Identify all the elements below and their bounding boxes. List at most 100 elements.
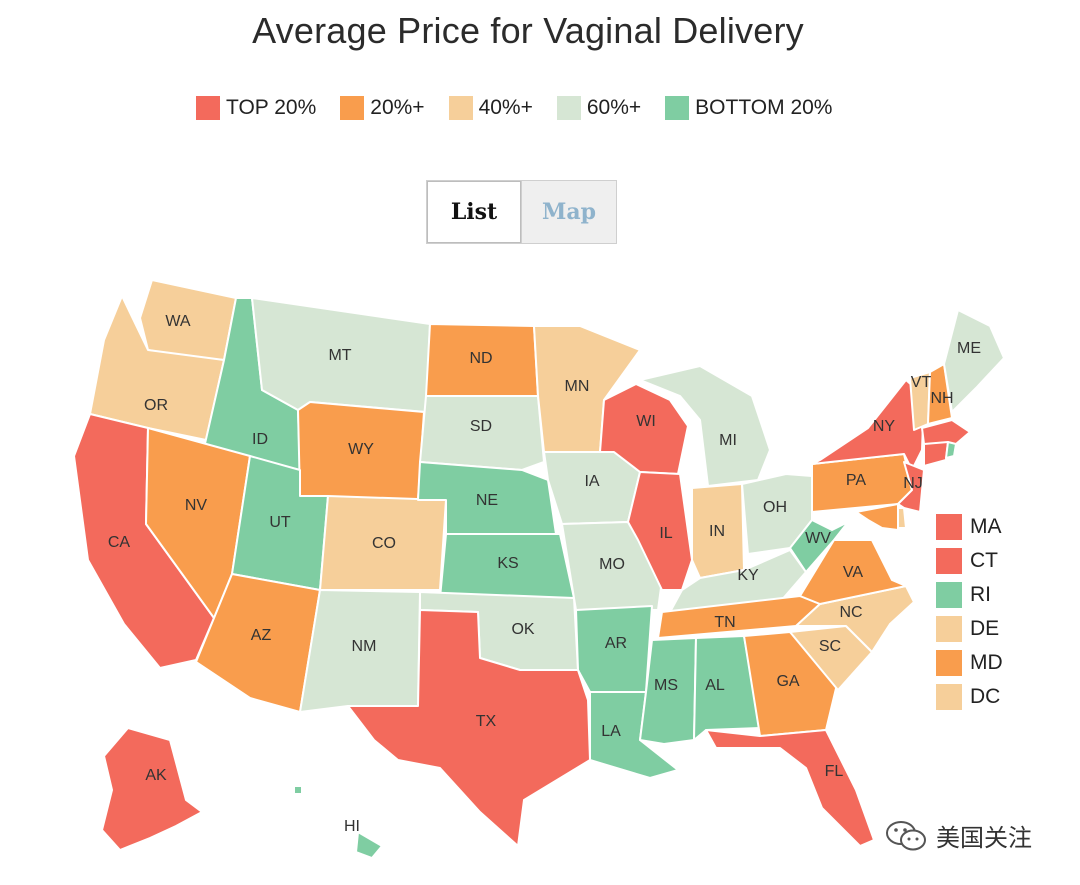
state-label-KS: KS xyxy=(497,555,518,572)
state-label-MI: MI xyxy=(719,432,737,449)
state-label-ID: ID xyxy=(252,431,268,448)
legend-swatch xyxy=(448,96,473,120)
small-state-swatch xyxy=(936,684,962,710)
small-state-MD[interactable]: MD xyxy=(936,646,1003,680)
wechat-icon xyxy=(886,820,926,850)
state-label-ND: ND xyxy=(469,350,492,367)
state-label-MN: MN xyxy=(565,378,590,395)
small-states-legend: MA CT RI DE MD DC xyxy=(936,510,1003,714)
watermark: 美国关注 xyxy=(884,818,1032,853)
legend-item-20plus: 20%+ xyxy=(340,96,425,120)
small-state-swatch xyxy=(936,582,962,608)
state-ME[interactable] xyxy=(943,309,1005,413)
state-label-WA: WA xyxy=(165,313,191,330)
state-label-NM: NM xyxy=(352,638,377,655)
legend-label: 60%+ xyxy=(586,96,642,119)
state-label-ME: ME xyxy=(957,340,981,357)
state-label-NC: NC xyxy=(839,604,862,621)
state-HI-big[interactable] xyxy=(355,831,383,859)
tab-list[interactable]: List xyxy=(427,181,522,243)
state-NY[interactable] xyxy=(811,379,925,471)
legend-item-bottom20: BOTTOM 20% xyxy=(665,96,832,120)
state-label-IN: IN xyxy=(709,523,725,540)
legend-item-60plus: 60%+ xyxy=(556,96,642,120)
small-state-MA[interactable]: MA xyxy=(936,510,1003,544)
page-title: Average Price for Vaginal Delivery xyxy=(252,10,804,51)
state-MD[interactable] xyxy=(855,503,899,531)
state-label-WV: WV xyxy=(805,530,831,547)
small-state-label: RI xyxy=(970,583,991,606)
state-label-SD: SD xyxy=(470,418,492,435)
state-RI[interactable] xyxy=(945,441,957,459)
state-label-NY: NY xyxy=(873,418,896,435)
state-TX[interactable] xyxy=(347,609,591,847)
view-toggle: List Map xyxy=(426,180,617,244)
state-label-WI: WI xyxy=(636,413,656,430)
legend-label: 20%+ xyxy=(370,96,425,119)
small-state-DE[interactable]: DE xyxy=(936,612,1003,646)
legend-swatch xyxy=(665,96,690,120)
state-label-PA: PA xyxy=(846,472,866,489)
state-SD[interactable] xyxy=(419,395,545,471)
state-label-GA: GA xyxy=(776,673,799,690)
small-state-DC[interactable]: DC xyxy=(936,680,1003,714)
state-label-VA: VA xyxy=(843,564,863,581)
state-WV[interactable] xyxy=(789,511,857,573)
state-label-LA: LA xyxy=(601,723,621,740)
state-label-SC: SC xyxy=(819,638,841,655)
state-label-TX: TX xyxy=(476,713,497,730)
legend-label: TOP 20% xyxy=(226,96,317,119)
state-labels: WA OR CA ID NV MT WY UT AZ CO NM ND SD N… xyxy=(108,313,981,835)
small-state-label: MA xyxy=(970,515,1002,538)
state-OR[interactable] xyxy=(89,295,225,441)
legend-swatch xyxy=(196,96,220,120)
legend-swatch xyxy=(340,96,365,120)
state-HI[interactable] xyxy=(293,785,303,795)
tab-map[interactable]: Map xyxy=(522,181,616,243)
small-state-swatch xyxy=(936,548,962,574)
small-state-swatch xyxy=(936,616,962,642)
state-label-MS: MS xyxy=(654,677,678,694)
small-state-label: CT xyxy=(970,549,998,572)
legend-label: BOTTOM 20% xyxy=(695,96,833,119)
state-FL[interactable] xyxy=(705,729,875,847)
state-label-CA: CA xyxy=(108,534,131,551)
legend: TOP 20% 20%+ 40%+ 60%+ BOTTOM 20% xyxy=(196,96,832,120)
state-AK[interactable] xyxy=(101,727,203,851)
state-label-NJ: NJ xyxy=(903,475,923,492)
state-label-FL: FL xyxy=(825,763,844,780)
state-label-MO: MO xyxy=(599,556,625,573)
small-state-label: MD xyxy=(970,651,1003,674)
state-label-UT: UT xyxy=(269,514,291,531)
state-label-IL: IL xyxy=(659,525,672,542)
legend-swatch xyxy=(556,96,581,120)
legend-label: 40%+ xyxy=(478,96,533,119)
state-label-NV: NV xyxy=(185,497,208,514)
state-IL[interactable] xyxy=(627,471,693,591)
state-label-AR: AR xyxy=(605,635,627,652)
state-CT[interactable] xyxy=(923,441,949,467)
state-label-NE: NE xyxy=(476,492,498,509)
state-label-AK: AK xyxy=(145,767,167,784)
legend-item-top20: TOP 20% xyxy=(196,96,316,120)
state-label-TN: TN xyxy=(714,614,735,631)
legend-item-40plus: 40%+ xyxy=(448,96,533,120)
state-label-AZ: AZ xyxy=(251,627,272,644)
state-label-OH: OH xyxy=(763,499,787,516)
state-DE[interactable] xyxy=(897,507,907,529)
small-state-swatch xyxy=(936,650,962,676)
state-label-VT: VT xyxy=(911,374,932,391)
state-label-IA: IA xyxy=(584,473,599,490)
watermark-text: 美国关注 xyxy=(936,824,1032,852)
state-label-OK: OK xyxy=(511,621,534,638)
state-AL[interactable] xyxy=(693,635,761,741)
state-label-KY: KY xyxy=(737,567,759,584)
small-state-RI[interactable]: RI xyxy=(936,578,1003,612)
small-state-CT[interactable]: CT xyxy=(936,544,1003,578)
state-MA[interactable] xyxy=(921,419,971,445)
state-label-CO: CO xyxy=(372,535,396,552)
small-state-swatch xyxy=(936,514,962,540)
state-label-MT: MT xyxy=(328,347,351,364)
state-label-NH: NH xyxy=(930,390,953,407)
